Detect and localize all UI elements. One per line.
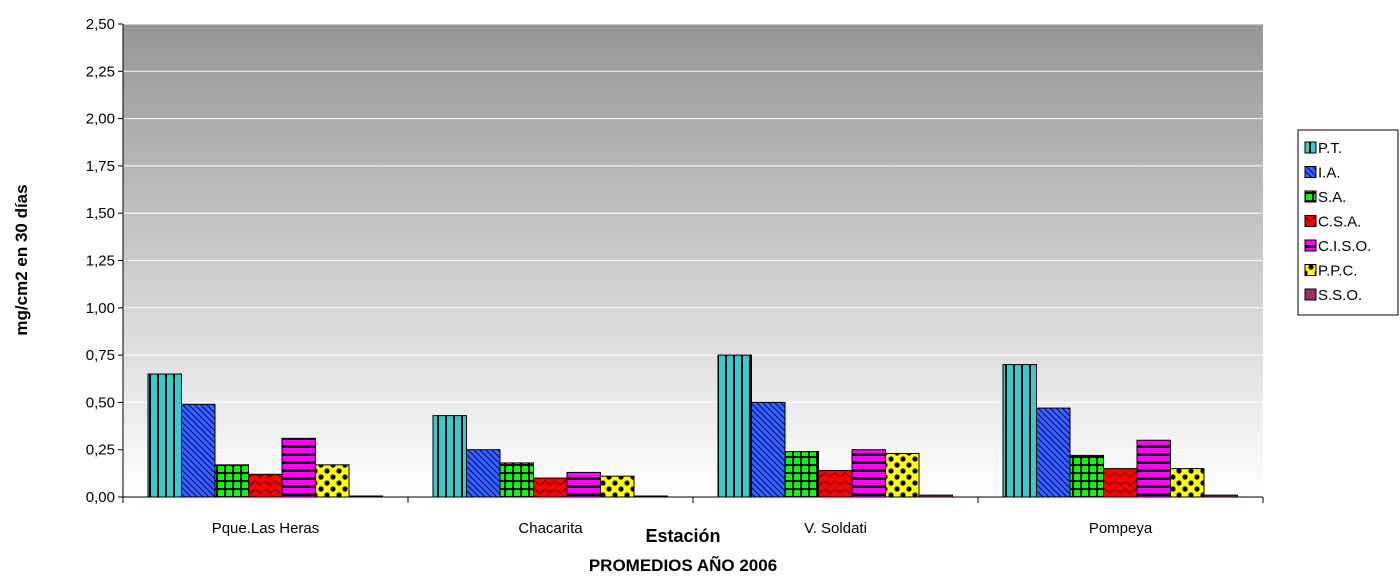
bars — [147, 354, 1238, 498]
y-tick-label: 0,50 — [86, 394, 115, 411]
bar — [1170, 468, 1205, 498]
y-axis-title: mg/cm2 en 30 días — [12, 184, 31, 335]
bar — [181, 403, 216, 498]
bar — [281, 437, 316, 498]
y-tick-label: 0,75 — [86, 347, 115, 364]
legend-label: C.I.S.O. — [1318, 238, 1371, 255]
bar — [851, 449, 886, 498]
legend-swatch — [1304, 288, 1317, 301]
y-tick-label: 1,75 — [86, 158, 115, 175]
bar — [147, 373, 182, 498]
y-tick-label: 2,00 — [86, 111, 115, 128]
y-tick-label: 1,00 — [86, 300, 115, 317]
y-tick-label: 0,00 — [86, 489, 115, 506]
bar — [533, 477, 568, 498]
bar — [248, 473, 283, 498]
y-tick-label: 1,25 — [86, 253, 115, 270]
bar — [1036, 407, 1071, 498]
legend-label: I.A. — [1318, 165, 1341, 182]
x-tick-label: V. Soldati — [804, 520, 867, 537]
bar — [1136, 439, 1171, 498]
gridlines — [123, 23, 1263, 451]
bar — [566, 471, 601, 498]
bar — [1103, 468, 1138, 498]
chart-subtitle: PROMEDIOS AÑO 2006 — [589, 555, 777, 575]
legend-swatch — [1304, 190, 1317, 203]
axes — [118, 23, 1264, 503]
legend-swatch — [1304, 264, 1317, 276]
legend-swatch — [1304, 141, 1317, 154]
bar — [499, 462, 534, 498]
legend: P.T. I.A. S.A. C.S.A. C.I.S.O. P.P.C. S.S.O. — [1297, 129, 1399, 316]
x-tick-label: Pompeya — [1089, 520, 1153, 537]
legend-label: P.T. — [1318, 140, 1342, 157]
legend-label: C.S.A. — [1318, 214, 1361, 231]
legend-label: S.A. — [1318, 189, 1346, 206]
y-tick-label: 0,25 — [86, 442, 115, 459]
bar — [818, 470, 853, 498]
x-tick-labels: Pque.Las Heras Chacarita V. Soldati Pompeya — [212, 520, 1153, 537]
y-tick-label: 2,50 — [86, 16, 115, 33]
bar — [315, 464, 350, 498]
bar — [1002, 364, 1037, 498]
bar — [751, 401, 786, 498]
bar — [432, 415, 467, 498]
bar — [1069, 454, 1104, 498]
bar — [784, 451, 819, 498]
bar — [717, 354, 752, 498]
x-axis-title: Estación — [645, 526, 720, 546]
bar — [600, 475, 635, 498]
bar — [214, 464, 249, 498]
x-tick-label: Pque.Las Heras — [212, 520, 320, 537]
bar — [885, 452, 920, 498]
legend-swatch — [1304, 239, 1317, 252]
y-tick-label: 1,50 — [86, 205, 115, 222]
bar — [466, 449, 501, 498]
legend-swatch — [1304, 166, 1317, 178]
y-tick-label: 2,25 — [86, 63, 115, 80]
legend-swatch — [1304, 215, 1317, 227]
y-tick-labels: 0,00 0,25 0,50 0,75 1,00 1,25 1,50 1,75 2,00 2,25… — [86, 16, 115, 506]
legend-label: S.S.O. — [1318, 287, 1362, 304]
legend-label: P.P.C. — [1318, 263, 1357, 280]
x-tick-label: Chacarita — [518, 520, 583, 537]
